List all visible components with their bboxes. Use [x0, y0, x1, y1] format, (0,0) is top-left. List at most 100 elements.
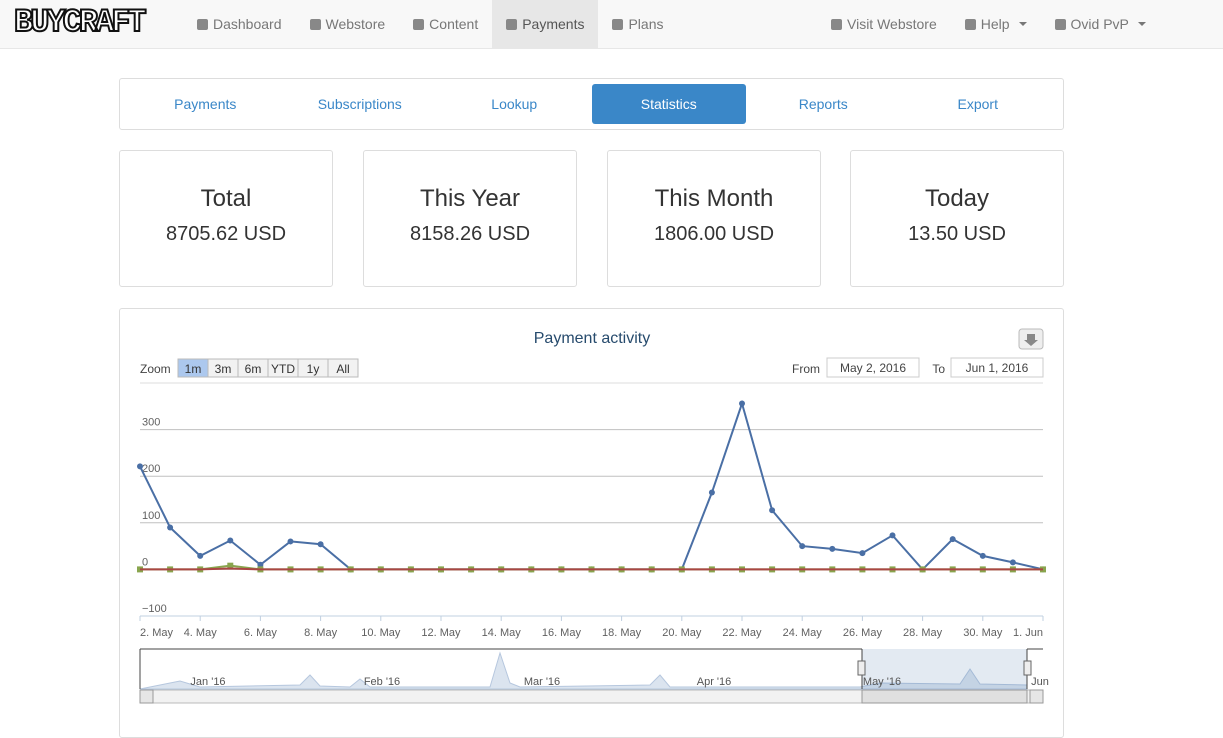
- x-tick-label: 6. May: [244, 627, 278, 639]
- navigator-label: May '16: [863, 676, 901, 688]
- zoom-button-label: 6m: [245, 362, 262, 376]
- navigator-outline: [139, 648, 1043, 689]
- to-value: Jun 1, 2016: [966, 361, 1029, 375]
- stat-value: 8705.62 USD: [165, 223, 287, 245]
- point: [889, 532, 896, 539]
- brand[interactable]: BUYCRAFT: [13, 3, 148, 42]
- stat-label: Today: [924, 185, 990, 212]
- navigator-area: [139, 651, 1028, 690]
- scroll-right[interactable]: [1029, 689, 1044, 704]
- stat-card: This Month 1806.00 USD: [607, 150, 821, 287]
- navigator-window[interactable]: [862, 649, 1027, 689]
- series-line: [140, 567, 1043, 571]
- to-input[interactable]: [950, 357, 1044, 378]
- tab[interactable]: Statistics: [591, 84, 746, 124]
- x-tick-label: 16. May: [542, 627, 582, 639]
- from-input[interactable]: [826, 357, 920, 378]
- icon: [612, 18, 624, 30]
- point: [708, 489, 715, 496]
- icon: [413, 18, 425, 30]
- y-tick-label: 100: [142, 510, 160, 522]
- nav-label: Plans: [628, 16, 664, 32]
- y-tick-label: 200: [142, 463, 160, 475]
- stat-value: 1806.00 USD: [653, 223, 775, 245]
- x-tick-label: 30. May: [963, 627, 1003, 639]
- x-tick-label: 2. May: [140, 627, 174, 639]
- zoom-button-label: 1m: [185, 362, 202, 376]
- nav-right: Visit Webstore Help Ovid PvP: [817, 0, 1160, 48]
- x-tick-label: 1. Jun: [1013, 627, 1043, 639]
- y-tick-label: 300: [142, 417, 160, 429]
- icon: [964, 18, 976, 30]
- stat-value: 13.50 USD: [908, 223, 1006, 245]
- zoom-button-label: 3m: [215, 362, 232, 376]
- to-label: To: [932, 362, 945, 376]
- point: [287, 538, 294, 545]
- nav-label: Content: [429, 16, 479, 32]
- nav-item[interactable]: Visit Webstore: [817, 0, 951, 48]
- nav-label: Help: [980, 16, 1010, 32]
- y-tick-label: −100: [142, 603, 167, 615]
- tab[interactable]: Lookup: [491, 96, 538, 112]
- x-tick-label: 24. May: [783, 627, 823, 639]
- stat-card: This Year 8158.26 USD: [363, 150, 577, 287]
- zoom-label: Zoom: [140, 362, 171, 376]
- nav-item[interactable]: Help: [951, 0, 1041, 48]
- tab[interactable]: Subscriptions: [317, 96, 402, 112]
- icon: [506, 18, 518, 30]
- navigator-label: Apr '16: [697, 676, 732, 688]
- icon: [197, 18, 208, 30]
- caret: [1137, 22, 1146, 26]
- point: [799, 543, 806, 550]
- tab-bar: Payments Subscriptions Lookup Statistics…: [119, 78, 1064, 130]
- x-tick-label: 26. May: [843, 627, 883, 639]
- point: [167, 524, 174, 531]
- navigator-handle[interactable]: [857, 660, 866, 676]
- nav-item[interactable]: Plans: [598, 0, 677, 48]
- navigator-label: Jun: [1031, 676, 1049, 688]
- series-line: [139, 400, 1044, 571]
- from-value: May 2, 2016: [840, 361, 906, 375]
- nav-item[interactable]: Dashboard: [183, 0, 296, 48]
- zoom-button-label: All: [336, 362, 349, 376]
- zoom-button-label: YTD: [271, 362, 295, 376]
- point: [227, 562, 234, 569]
- stat-card: Today 13.50 USD: [850, 150, 1064, 287]
- scroll-left[interactable]: [139, 689, 154, 704]
- navigator-label: Feb '16: [364, 676, 400, 688]
- stat-card: Total 8705.62 USD: [119, 150, 333, 287]
- nav-item[interactable]: Ovid PvP: [1041, 0, 1160, 48]
- stat-label: This Month: [654, 185, 774, 212]
- navigator-handle[interactable]: [1023, 660, 1032, 676]
- chart-title: Payment activity: [534, 330, 650, 347]
- x-tick-label: 12. May: [421, 627, 461, 639]
- x-tick-label: 4. May: [184, 627, 218, 639]
- tab[interactable]: Payments: [174, 96, 237, 112]
- point: [137, 463, 143, 470]
- point: [829, 545, 836, 552]
- icon: [1054, 18, 1066, 30]
- tab[interactable]: Reports: [798, 96, 848, 112]
- stat-label: This Year: [419, 185, 521, 212]
- zoom-button[interactable]: [327, 358, 359, 378]
- x-tick-label: 18. May: [602, 627, 642, 639]
- tab[interactable]: Export: [957, 96, 998, 112]
- point: [317, 541, 324, 548]
- x-tick-label: 8. May: [304, 627, 338, 639]
- navigator-bg: [140, 649, 1043, 689]
- chart-panel: Payment activity Zoom From May 2, 2016 T…: [119, 308, 1064, 738]
- nav-label: Webstore: [325, 16, 386, 32]
- x-tick-label: 10. May: [361, 627, 401, 639]
- nav-item[interactable]: Content: [399, 0, 492, 48]
- scrollbar-thumb[interactable]: [861, 689, 1028, 704]
- x-tick-label: 14. May: [482, 627, 522, 639]
- y-tick-label: 0: [142, 556, 148, 568]
- nav-label: Dashboard: [213, 16, 282, 32]
- caret: [1018, 22, 1027, 26]
- stat-label: Total: [200, 185, 252, 212]
- nav-item[interactable]: Webstore: [296, 0, 400, 48]
- navigator: Jan '16 Feb '16 Mar '16 Apr '16 May '16 …: [139, 648, 1049, 704]
- x-tick-label: 28. May: [903, 627, 943, 639]
- nav-item[interactable]: Payments: [492, 0, 599, 48]
- point: [257, 561, 264, 568]
